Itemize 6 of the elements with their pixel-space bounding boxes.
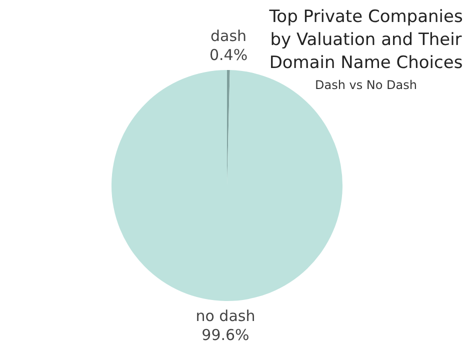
slice-label: dash	[210, 27, 247, 46]
slice-label: no dash	[196, 306, 256, 325]
text: Dash vs No Dash	[314, 78, 418, 92]
data-label: 0.4%	[209, 46, 248, 64]
data-label: 99.6%	[202, 326, 250, 344]
chart-title: Top Private Companies by Valuation and Their Domain Name Choices	[268, 6, 464, 75]
